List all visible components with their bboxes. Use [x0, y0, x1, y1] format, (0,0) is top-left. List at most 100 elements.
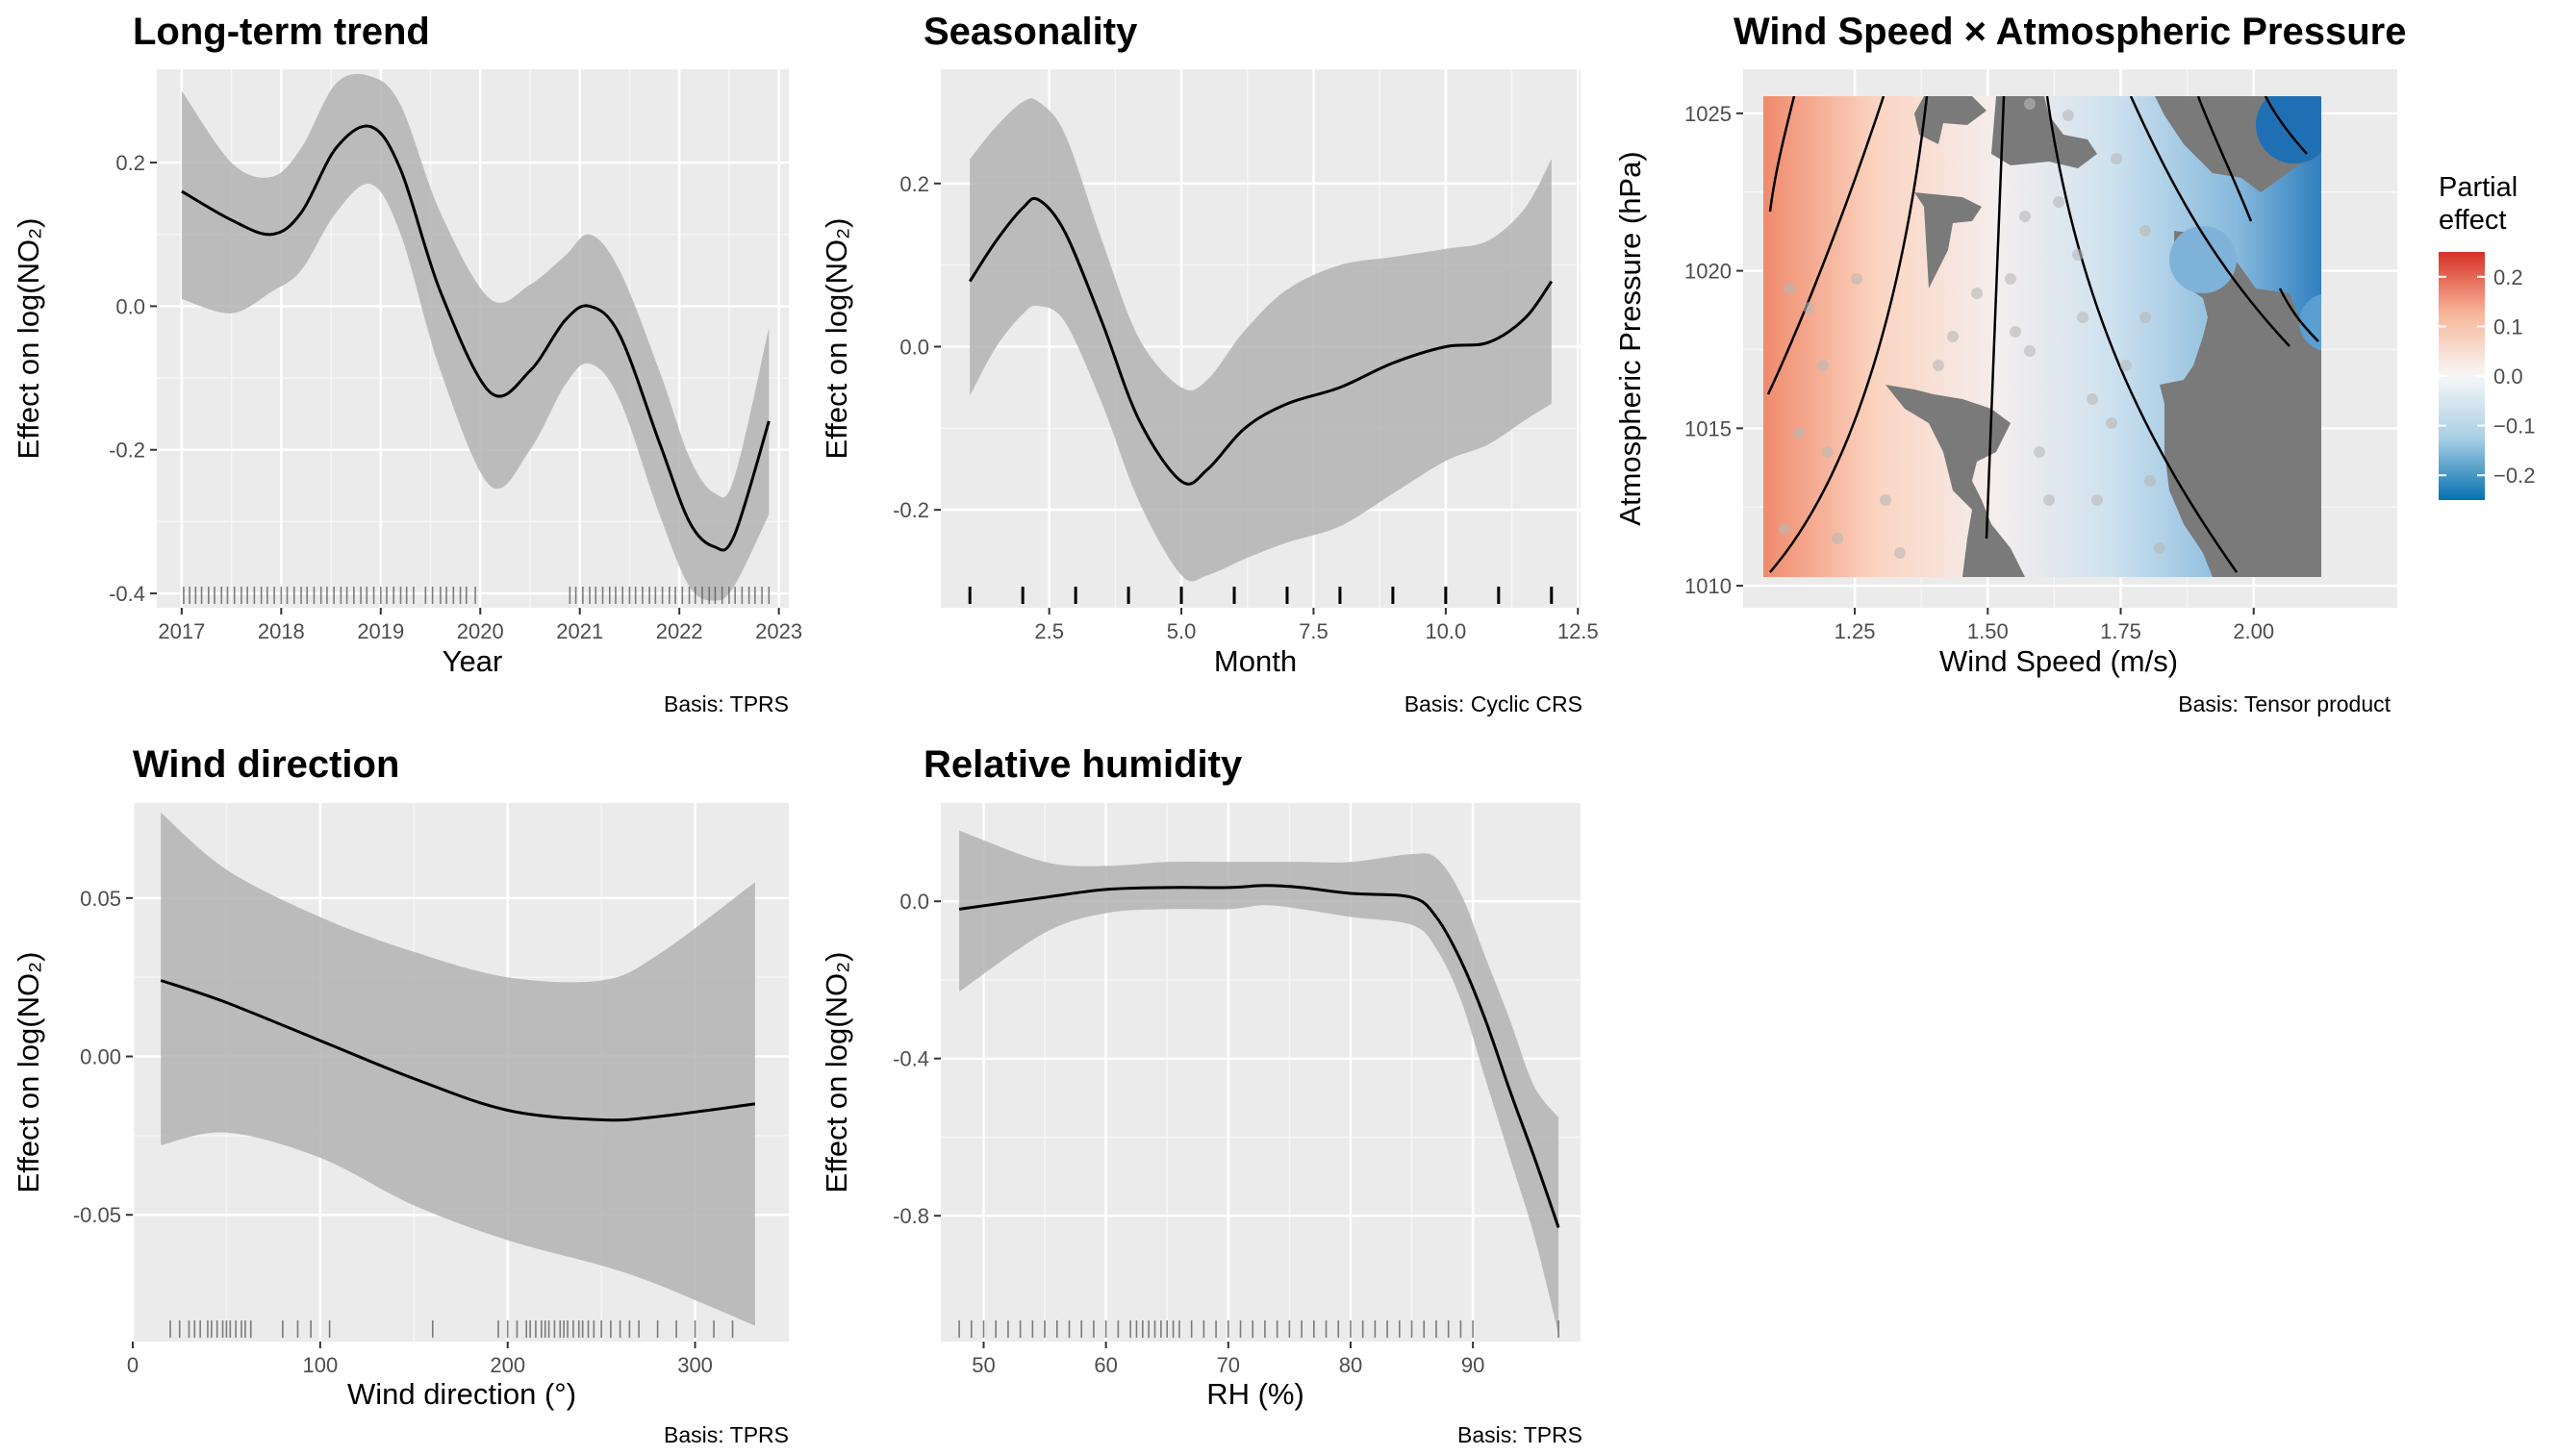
confidence-band	[161, 812, 755, 1326]
x-tick-label: 2022	[656, 619, 703, 643]
x-tick-label: 1.75	[2100, 619, 2141, 643]
no-data-region	[1914, 96, 1987, 144]
y-tick-label: -0.8	[893, 1204, 929, 1228]
x-tick-label: 2020	[457, 619, 504, 643]
basis-note: Basis: TPRS	[664, 691, 789, 716]
y-tick-label: 0.05	[80, 887, 121, 911]
y-tick-labels: 0.05 0.00 -0.05	[73, 887, 133, 1227]
basis-note: Basis: Tensor product	[2178, 691, 2391, 716]
y-tick-label: 0.00	[80, 1045, 121, 1069]
legend-tick-label: 0.1	[2493, 314, 2523, 339]
panel-title: Long-term trend	[133, 11, 430, 53]
basis-note: Basis: TPRS	[1457, 1422, 1582, 1447]
x-tick-label: 2023	[755, 619, 802, 643]
x-tick-label: 60	[1094, 1353, 1117, 1377]
panel-title: Seasonality	[924, 11, 1138, 53]
y-tick-label: 1025	[1684, 102, 1732, 126]
y-tick-label: 1020	[1684, 260, 1732, 284]
x-tick-labels: 2.5 5.0 7.5 10.0 12.5	[1034, 608, 1599, 643]
panel-wind-speed-pressure: Wind Speed × Atmospheric Pressure	[1613, 11, 2535, 716]
x-tick-label: 2021	[556, 619, 603, 643]
no-data-region	[1914, 192, 1982, 289]
x-tick-label: 100	[302, 1353, 338, 1377]
y-tick-label: 0.0	[899, 890, 929, 914]
contour-line	[1766, 96, 1885, 395]
smooth-effect-line	[958, 884, 1560, 1228]
y-tick-label: 1010	[1684, 574, 1732, 598]
x-tick-label: 10.0	[1425, 619, 1466, 643]
y-tick-labels: 1025 1020 1015 1010	[1684, 102, 1743, 598]
y-axis-label: Effect on log(NO₂)	[820, 218, 853, 460]
y-tick-label: 0.2	[899, 172, 929, 196]
x-tick-label: 90	[1461, 1353, 1484, 1377]
y-axis-label: Atmospheric Pressure (hPa)	[1613, 151, 1647, 525]
x-tick-label: 5.0	[1167, 619, 1197, 643]
legend-tick-label: −0.2	[2493, 464, 2535, 488]
y-axis-label: Effect on log(NO₂)	[12, 952, 45, 1193]
panel-relative-humidity: Relative humidity 50 60 70 80 90 0.0 -0.4 -0.8…	[820, 743, 1582, 1447]
x-axis-label: Month	[1214, 644, 1297, 678]
y-tick-label: 0.2	[115, 151, 145, 175]
panel-long-term-trend: Long-term trend 2017 2018 2019 2020 2021 2022…	[12, 11, 802, 716]
rug-ticks	[958, 1320, 1559, 1338]
basis-note: Basis: TPRS	[664, 1422, 789, 1447]
contour-line	[1768, 96, 1796, 213]
legend-title-line-1: Partial	[2439, 172, 2518, 203]
high-effect-patch	[2169, 226, 2237, 293]
legend-tick-label: 0.0	[2493, 364, 2523, 389]
y-tick-label: -0.4	[109, 582, 145, 606]
y-tick-labels: 0.0 -0.4 -0.8	[893, 890, 941, 1228]
x-tick-label: 2017	[158, 619, 205, 643]
rug-ticks	[183, 587, 771, 604]
legend-title-line-2: effect	[2439, 205, 2506, 236]
x-tick-label: 0	[127, 1353, 139, 1377]
x-tick-label: 300	[677, 1353, 713, 1377]
x-tick-label: 70	[1217, 1353, 1240, 1377]
effect-surface	[1763, 96, 2321, 577]
x-tick-label: 200	[490, 1353, 525, 1377]
high-effect-patch	[2299, 293, 2321, 351]
x-axis-label: Wind Speed (m/s)	[1939, 644, 2178, 678]
panel-title: Wind Speed × Atmospheric Pressure	[1734, 11, 2406, 53]
y-tick-label: -0.2	[893, 498, 929, 522]
x-axis-label: Year	[443, 644, 503, 678]
x-axis-label: RH (%)	[1206, 1377, 1304, 1411]
legend-tick-label: −0.1	[2493, 414, 2535, 439]
y-axis-label: Effect on log(NO₂)	[820, 952, 853, 1193]
contour-line	[2278, 288, 2319, 342]
y-tick-labels: 0.2 0.0 -0.2	[893, 172, 941, 522]
panel-wind-direction: Wind direction 0 100 200 300 0.050.00-0.05 …	[12, 743, 789, 1447]
basis-note: Basis: Cyclic CRS	[1405, 691, 1582, 716]
contour-line	[2129, 96, 2290, 347]
x-tick-label: 1.25	[1835, 619, 1876, 643]
confidence-band	[181, 73, 770, 601]
panel-seasonality: Seasonality 2.5 5.0 7.5 10.0 12.5 0.2 0.0 -0.2…	[820, 11, 1599, 716]
smooth-effect-line	[160, 979, 756, 1122]
contour-line	[2196, 96, 2253, 222]
x-tick-label: 2018	[258, 619, 305, 643]
x-tick-label: 2019	[357, 619, 404, 643]
x-tick-label: 1.50	[1967, 619, 2009, 643]
y-tick-label: -0.2	[109, 439, 145, 463]
contour-line	[2264, 96, 2308, 155]
observation-points	[1779, 98, 2165, 559]
contour-line	[1769, 96, 1929, 573]
x-tick-labels: 50 60 70 80 90	[972, 1342, 1484, 1377]
y-tick-label: 0.0	[115, 294, 145, 318]
contour-line	[2045, 96, 2239, 573]
no-data-region	[1977, 96, 2097, 168]
contour-line	[1985, 96, 2006, 540]
x-tick-label: 12.5	[1557, 619, 1599, 643]
smooth-effect-line	[181, 124, 771, 552]
x-tick-label: 50	[972, 1353, 995, 1377]
confidence-band	[959, 830, 1559, 1334]
x-tick-labels: 1.25 1.50 1.75 2.00	[1835, 608, 2274, 643]
x-tick-label: 80	[1339, 1353, 1362, 1377]
x-axis-label: Wind direction (°)	[347, 1377, 576, 1411]
x-tick-labels: 2017 2018 2019 2020 2021 2022 2023	[158, 608, 802, 643]
y-tick-label: -0.4	[893, 1047, 929, 1071]
panel-title: Relative humidity	[924, 743, 1243, 786]
x-tick-label: 2.00	[2233, 619, 2274, 643]
x-tick-label: 2.5	[1034, 619, 1064, 643]
high-effect-patch	[2256, 96, 2321, 163]
